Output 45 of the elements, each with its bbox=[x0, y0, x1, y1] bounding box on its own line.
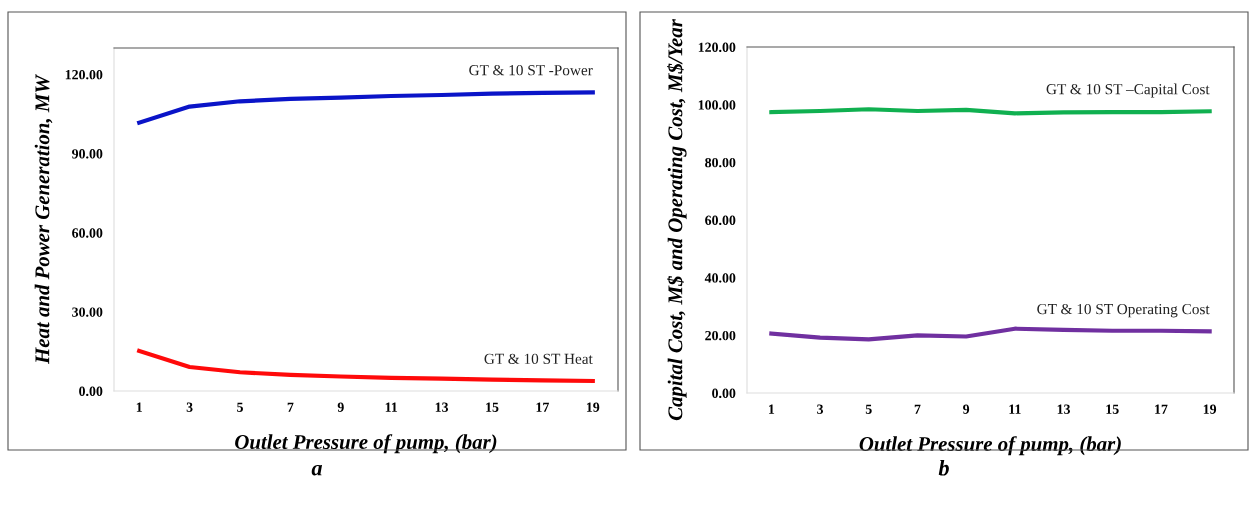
x-tick-label: 9 bbox=[963, 404, 970, 414]
y-tick-label: 40.00 bbox=[704, 273, 736, 283]
x-tick-label: 17 bbox=[1155, 404, 1168, 414]
y-axis-title: Capital Cost, M$ and Operating Cost, M$/Year bbox=[667, 19, 687, 421]
y-tick-label: 60.00 bbox=[72, 228, 103, 238]
x-tick-label: 7 bbox=[287, 402, 294, 412]
x-tick-label: 15 bbox=[486, 402, 499, 412]
x-tick-label: 19 bbox=[1203, 404, 1217, 414]
x-tick-label: 13 bbox=[435, 402, 449, 412]
x-tick-label: 11 bbox=[385, 402, 398, 412]
y-tick-label: 0.00 bbox=[712, 388, 736, 399]
line-series bbox=[137, 90, 595, 125]
x-tick-label: 7 bbox=[914, 404, 921, 414]
series-label: GT & 10 ST Operating Cost bbox=[1037, 303, 1210, 318]
series-label: GT & 10 ST –Capital Cost bbox=[1046, 83, 1210, 98]
x-tick-label: 19 bbox=[586, 402, 600, 412]
x-tick-label: 9 bbox=[337, 402, 344, 412]
x-tick-label: 1 bbox=[768, 404, 775, 414]
y-tick-label: 100.00 bbox=[698, 100, 736, 110]
x-tick-label: 11 bbox=[1009, 404, 1021, 414]
series-label: GT & 10 ST Heat bbox=[484, 353, 593, 364]
x-tick-label: 17 bbox=[536, 402, 550, 412]
y-axis-title: Heat and Power Generation, MW bbox=[34, 73, 53, 365]
y-tick-label: 90.00 bbox=[72, 149, 103, 159]
y-tick-label: 80.00 bbox=[705, 157, 736, 168]
line-series bbox=[137, 348, 595, 384]
text: a bbox=[311, 464, 323, 476]
y-tick-label: 20.00 bbox=[705, 330, 736, 341]
series-label: GT & 10 ST -Power bbox=[469, 65, 593, 76]
x-tick-label: 1 bbox=[136, 402, 142, 412]
x-tick-label: 3 bbox=[817, 404, 824, 414]
x-tick-label: 15 bbox=[1106, 404, 1119, 414]
y-tick-label: 0.00 bbox=[79, 386, 103, 397]
x-tick-label: 13 bbox=[1057, 404, 1071, 414]
y-tick-label: 60.00 bbox=[705, 215, 736, 226]
x-axis-title: Outlet Pressure of pump, (bar) bbox=[859, 436, 1121, 456]
y-tick-label: 120.00 bbox=[698, 42, 736, 53]
line-series bbox=[769, 326, 1212, 342]
y-tick-label: 120.00 bbox=[65, 69, 103, 80]
y-tick-label: 30.00 bbox=[72, 307, 103, 317]
x-tick-label: 3 bbox=[186, 402, 193, 412]
text: b bbox=[938, 459, 949, 476]
x-tick-label: 5 bbox=[865, 404, 872, 414]
x-tick-label: 5 bbox=[237, 402, 243, 412]
x-axis-title: Outlet Pressure of pump, (bar) bbox=[235, 434, 497, 454]
